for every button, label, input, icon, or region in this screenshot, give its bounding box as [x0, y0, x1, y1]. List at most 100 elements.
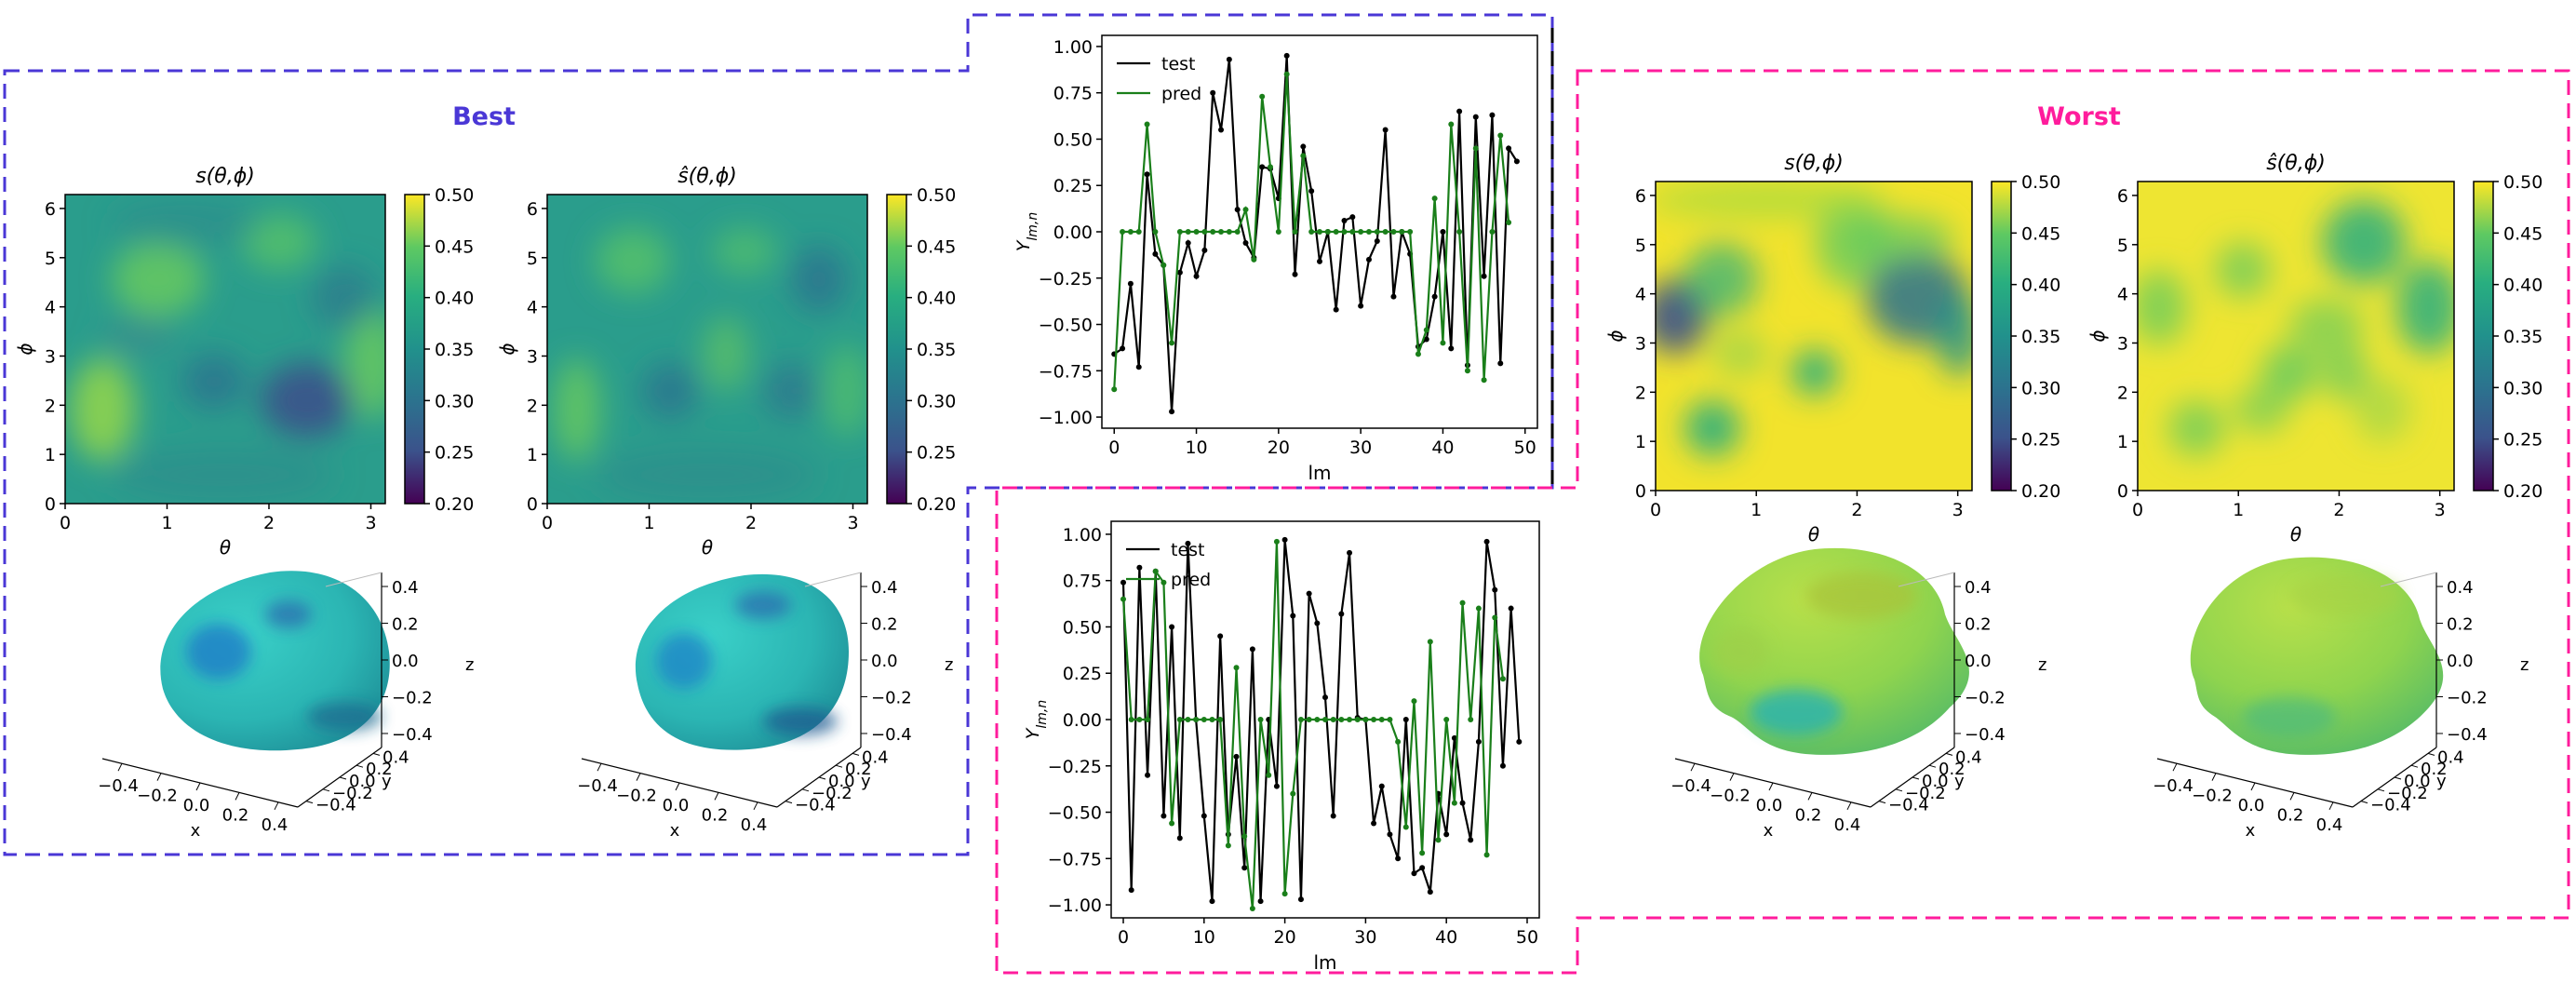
y-axis-label: y: [382, 772, 392, 791]
x-axis-label: x: [670, 821, 680, 841]
z-tick-label: −0.4: [392, 725, 433, 745]
data-point-pred: [1314, 717, 1321, 722]
data-point-pred: [1290, 790, 1296, 797]
y-tick-label: −0.2: [332, 784, 373, 803]
data-point-test: [1218, 127, 1225, 133]
z-pane-edge: [2380, 572, 2437, 587]
x-tick-label: 0: [2132, 500, 2143, 520]
y-tick-label: 0.00: [1053, 222, 1093, 243]
x-tick-label: −0.2: [1710, 787, 1751, 806]
data-point-pred: [1459, 599, 1466, 606]
data-point-pred: [1210, 229, 1216, 235]
data-point-pred: [1322, 717, 1328, 722]
y-tick-label: −1.00: [1039, 408, 1093, 428]
data-point-pred: [1333, 229, 1339, 235]
data-point-test: [1472, 114, 1479, 120]
y-axis-label: ϕ: [1604, 330, 1627, 342]
x-tick-label: 0: [60, 513, 71, 533]
y-tick: [1945, 752, 1953, 756]
data-point-test: [1390, 293, 1397, 300]
z-axis-label: z: [465, 655, 474, 675]
plot-content: 0 10 20 30 40 50 1.00 0.75 0.50 0.25 0.00 −0.25 −0.5…: [1023, 525, 1538, 974]
y-tick-label: 0.2: [2421, 760, 2448, 779]
x-tick-label: 1: [1751, 500, 1762, 520]
y-tick-label: 1.00: [1063, 525, 1102, 545]
z-tick-label: −0.4: [2447, 725, 2488, 745]
x-axis-label: θ: [2290, 523, 2301, 545]
z-tick-label: 0.2: [1965, 615, 1992, 635]
colorbar-tick-label: 0.50: [2503, 172, 2542, 193]
data-point-pred: [1354, 717, 1361, 722]
y-tick-label: 6: [45, 199, 56, 220]
y-tick: [835, 764, 843, 768]
data-point-pred: [1209, 717, 1215, 722]
x-tick: [1807, 792, 1813, 801]
data-point-pred: [1266, 772, 1272, 778]
y-tick-label: 3: [527, 346, 538, 367]
data-point-pred: [1268, 164, 1274, 170]
y-tick-label: 0.2: [1939, 760, 1966, 779]
y-tick-label: −0.2: [1905, 784, 1946, 803]
data-point-pred: [1431, 195, 1438, 202]
data-point-pred: [1120, 229, 1126, 235]
x-tick-label: 3: [2435, 500, 2446, 520]
y-tick: [852, 752, 860, 756]
x-tick: [636, 773, 641, 781]
data-point-test: [1489, 112, 1496, 118]
colorbar-tick-label: 0.45: [2021, 223, 2060, 244]
z-pane-edge: [1898, 572, 1955, 587]
data-point-pred: [1144, 121, 1150, 128]
data-point-pred: [1489, 229, 1496, 235]
y-tick-label: −0.2: [2387, 784, 2428, 803]
data-point-test: [1185, 239, 1191, 246]
colorbar-tick-label: 0.50: [2021, 172, 2060, 193]
data-point-test: [1347, 549, 1353, 556]
x-tick-label: 0.4: [741, 815, 768, 835]
y-tick-label: −0.4: [795, 796, 836, 815]
data-point-pred: [1427, 639, 1433, 645]
data-point-test: [1371, 820, 1377, 827]
x-tick: [1768, 782, 1774, 791]
data-point-pred: [1225, 842, 1231, 849]
x-tick-label: 1: [643, 513, 654, 533]
data-point-test: [1330, 813, 1336, 819]
data-point-test: [1365, 256, 1372, 263]
colorbar-tick-label: 0.25: [2503, 430, 2542, 451]
data-point-test: [1210, 89, 1216, 96]
data-point-pred: [1399, 229, 1405, 235]
data-point-test: [1201, 247, 1208, 253]
y-tick-label: 4: [1635, 285, 1646, 305]
x-tick-label: 1: [161, 513, 172, 533]
x-tick-label: 0.2: [2277, 805, 2304, 825]
data-point-pred: [1136, 717, 1143, 722]
data-point-test: [1135, 364, 1142, 370]
y-tick-label: 6: [527, 199, 538, 220]
x-tick-label: 0: [1650, 500, 1661, 520]
y-tick-label: 6: [2117, 186, 2128, 207]
y-tick-label: 5: [1635, 236, 1646, 256]
surface-shading: [1712, 572, 1917, 735]
colorbar-worst-true: [1991, 181, 2012, 492]
y-tick-label: 3: [2117, 333, 2128, 354]
data-point-pred: [1481, 377, 1487, 384]
y-tick-label: 0: [2117, 481, 2128, 502]
colorbar-tick-label: 0.30: [2503, 378, 2542, 398]
data-point-pred: [1374, 229, 1380, 235]
z-tick-label: −0.2: [1965, 688, 2006, 707]
colorbar-tick-label: 0.20: [2503, 481, 2542, 502]
y-axis-label: ϕ: [496, 343, 518, 355]
y-tick: [356, 764, 364, 768]
data-point-test: [1440, 229, 1446, 235]
data-point-pred: [1297, 717, 1304, 722]
x-tick: [274, 801, 279, 811]
y-tick-label: 4: [2117, 285, 2128, 305]
data-point-pred: [1371, 717, 1377, 722]
data-point-pred: [1169, 820, 1175, 827]
data-point-pred: [1135, 229, 1142, 235]
y-tick: [801, 788, 810, 792]
data-point-test: [1234, 207, 1241, 213]
x-tick: [1690, 762, 1696, 772]
data-point-pred: [1464, 368, 1470, 374]
x-tick-label: −0.2: [2192, 787, 2233, 806]
data-point-test: [1451, 734, 1457, 741]
